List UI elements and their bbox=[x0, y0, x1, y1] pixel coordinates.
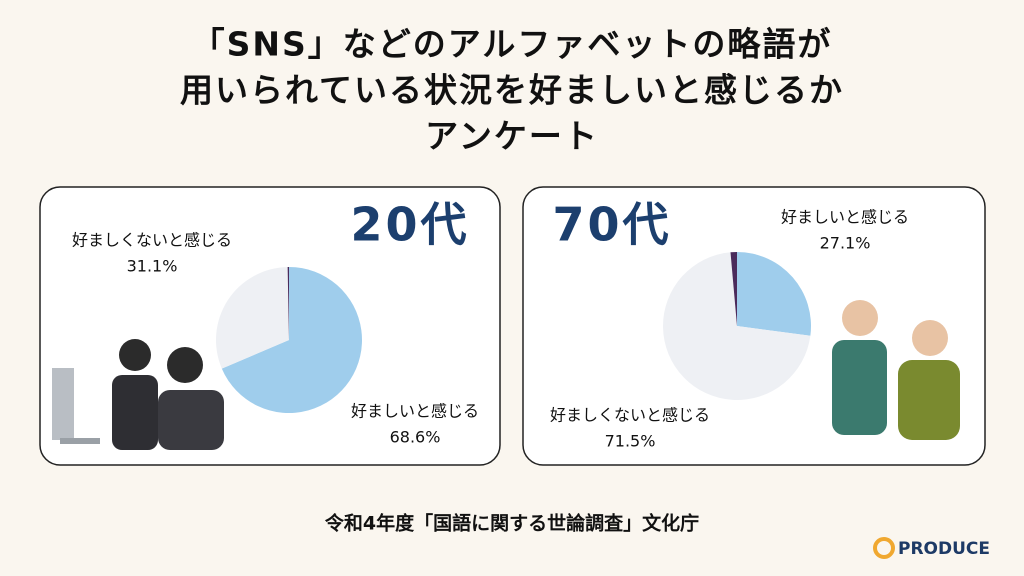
chart-title: 70代 bbox=[552, 198, 671, 252]
slice-label: 好ましいと感じる bbox=[781, 208, 909, 227]
pie-slice bbox=[287, 267, 289, 340]
chart-title: 20代 bbox=[350, 198, 469, 252]
brand: PRODUCE bbox=[898, 539, 990, 559]
slice-value-label: 31.1% bbox=[127, 257, 178, 276]
illustration-office bbox=[52, 339, 224, 450]
slice-label: 好ましくないと感じる bbox=[72, 231, 232, 250]
slice-value-label: 27.1% bbox=[820, 234, 871, 253]
pie-slice bbox=[663, 252, 811, 400]
pie-slice bbox=[730, 252, 737, 326]
brand-logo bbox=[873, 537, 895, 559]
pie-slice bbox=[221, 267, 363, 413]
slice-value-label: 68.6% bbox=[390, 428, 441, 447]
source: 令和4年度「国語に関する世論調査」文化庁 bbox=[325, 512, 699, 535]
title-line: 「SNS」などのアルファベットの略語が bbox=[192, 25, 833, 64]
slice-label: 好ましくないと感じる bbox=[550, 406, 710, 425]
pie-slice bbox=[215, 267, 289, 369]
illustration-seniors bbox=[832, 300, 960, 440]
title-line: アンケート bbox=[425, 117, 599, 156]
title-line: 用いられている状況を好ましいと感じるか bbox=[180, 71, 844, 110]
slice-value-label: 71.5% bbox=[605, 432, 656, 451]
pie-slice bbox=[737, 252, 811, 336]
slice-label: 好ましいと感じる bbox=[351, 402, 479, 421]
